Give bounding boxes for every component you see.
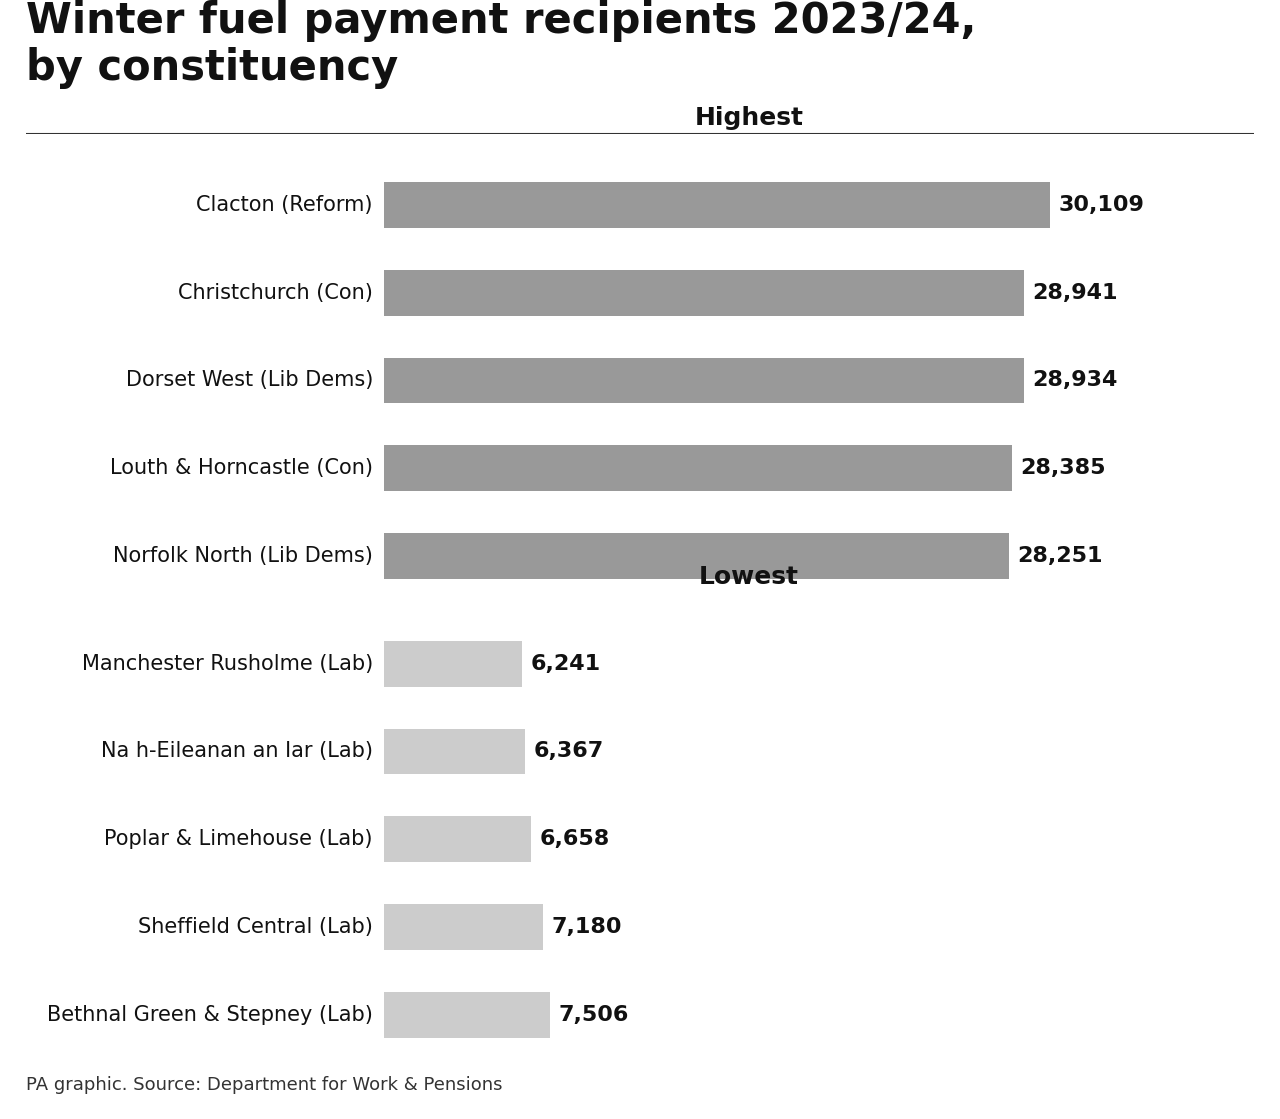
Text: 6,367: 6,367 <box>534 742 604 762</box>
Text: 28,385: 28,385 <box>1020 458 1106 478</box>
Text: Lowest: Lowest <box>699 565 799 589</box>
Bar <box>384 991 550 1037</box>
Bar <box>384 533 1009 579</box>
Bar <box>384 728 525 774</box>
Bar <box>384 445 1011 491</box>
Text: 30,109: 30,109 <box>1059 195 1144 215</box>
Text: Sheffield Central (Lab): Sheffield Central (Lab) <box>138 916 372 937</box>
Text: Poplar & Limehouse (Lab): Poplar & Limehouse (Lab) <box>105 829 372 849</box>
Text: Dorset West (Lib Dems): Dorset West (Lib Dems) <box>125 370 372 391</box>
Text: 6,658: 6,658 <box>540 829 611 849</box>
Text: Manchester Rusholme (Lab): Manchester Rusholme (Lab) <box>82 653 372 674</box>
Text: 7,180: 7,180 <box>552 916 622 937</box>
Text: 7,506: 7,506 <box>559 1005 630 1025</box>
Text: Highest: Highest <box>694 106 804 130</box>
Text: Winter fuel payment recipients 2023/24,
by constituency: Winter fuel payment recipients 2023/24, … <box>26 0 975 88</box>
Bar <box>384 270 1024 316</box>
Text: Christchurch (Con): Christchurch (Con) <box>178 283 372 303</box>
Text: Bethnal Green & Stepney (Lab): Bethnal Green & Stepney (Lab) <box>47 1005 372 1025</box>
Text: 28,941: 28,941 <box>1033 283 1119 303</box>
Text: Louth & Horncastle (Con): Louth & Horncastle (Con) <box>110 458 372 478</box>
Text: 28,251: 28,251 <box>1018 546 1103 566</box>
Bar <box>384 904 543 950</box>
Text: 28,934: 28,934 <box>1033 370 1117 391</box>
Text: Clacton (Reform): Clacton (Reform) <box>196 195 372 215</box>
Bar <box>384 182 1050 228</box>
Text: Norfolk North (Lib Dems): Norfolk North (Lib Dems) <box>113 546 372 566</box>
Bar <box>384 641 522 687</box>
Text: PA graphic. Source: Department for Work & Pensions: PA graphic. Source: Department for Work … <box>26 1076 502 1094</box>
Bar <box>384 358 1024 403</box>
Text: 6,241: 6,241 <box>531 653 600 674</box>
Bar <box>384 817 531 862</box>
Text: Na h-Eileanan an Iar (Lab): Na h-Eileanan an Iar (Lab) <box>101 742 372 762</box>
